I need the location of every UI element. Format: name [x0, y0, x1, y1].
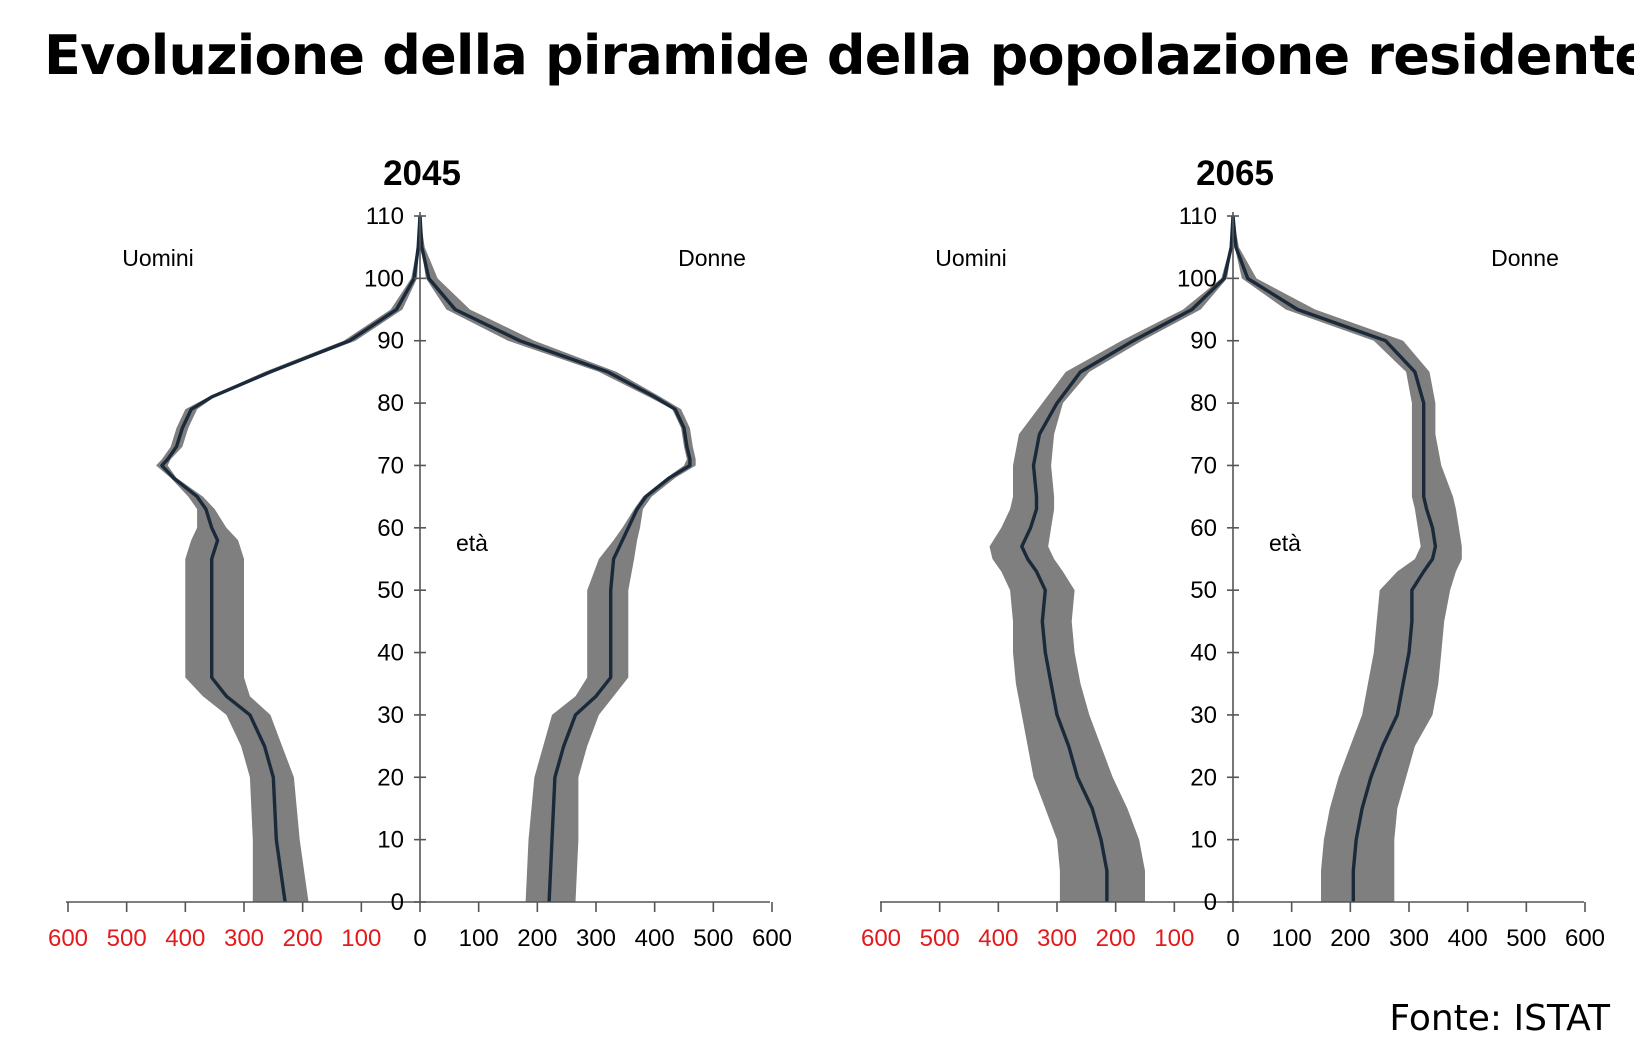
x-tick-label: 600 — [752, 925, 792, 952]
median-line-right — [418, 215, 692, 903]
band-right — [1233, 216, 1462, 902]
median-line-left — [160, 215, 422, 903]
y-tick-label: 0 — [391, 889, 404, 916]
x-tick-label: 200 — [1096, 925, 1136, 952]
x-tick-label: 100 — [341, 925, 381, 952]
x-tick-label: 200 — [1330, 925, 1370, 952]
band-right — [420, 216, 696, 902]
x-tick-label: 300 — [1389, 925, 1429, 952]
y-tick-label: 40 — [377, 640, 404, 667]
y-tick-label: 80 — [377, 390, 404, 417]
x-tick-label: 0 — [1226, 925, 1239, 952]
y-tick-label: 50 — [1190, 577, 1217, 604]
y-tick-label: 110 — [366, 203, 404, 230]
x-tick-label: 300 — [1037, 925, 1077, 952]
y-tick-label: 20 — [377, 764, 404, 791]
y-tick-label: 80 — [1190, 390, 1217, 417]
x-tick-label: 500 — [920, 925, 960, 952]
x-tick-label: 100 — [1272, 925, 1312, 952]
x-tick-label: 600 — [861, 925, 901, 952]
y-tick-label: 70 — [1190, 452, 1217, 479]
y-tick-label: 100 — [1177, 265, 1217, 292]
center-label: età — [456, 530, 488, 556]
x-tick-label: 600 — [48, 925, 88, 952]
y-tick-label: 70 — [377, 452, 404, 479]
median-line-right — [1231, 215, 1438, 902]
y-tick-label: 40 — [1190, 640, 1217, 667]
right-label: Donne — [678, 245, 746, 271]
x-tick-label: 400 — [635, 925, 675, 952]
right-label: Donne — [1491, 245, 1559, 271]
y-tick-label: 0 — [1204, 889, 1217, 916]
y-tick-label: 10 — [377, 827, 404, 854]
y-tick-label: 60 — [377, 515, 404, 542]
x-tick-label: 100 — [1154, 925, 1194, 952]
median-line-left — [1020, 215, 1235, 902]
x-tick-label: 600 — [1565, 925, 1605, 952]
x-tick-label: 200 — [283, 925, 323, 952]
x-tick-label: 300 — [224, 925, 264, 952]
x-tick-label: 200 — [517, 925, 557, 952]
x-tick-label: 0 — [413, 925, 426, 952]
chart-title: 2045 — [383, 154, 461, 193]
y-tick-label: 30 — [1190, 702, 1217, 729]
center-label: età — [1269, 530, 1301, 556]
x-tick-label: 100 — [459, 925, 499, 952]
y-tick-label: 100 — [364, 265, 404, 292]
y-tick-label: 30 — [377, 702, 404, 729]
x-tick-label: 500 — [1506, 925, 1546, 952]
y-tick-label: 50 — [377, 577, 404, 604]
left-label: Uomini — [935, 245, 1007, 271]
band-left — [989, 216, 1233, 902]
y-tick-label: 90 — [377, 328, 404, 355]
x-tick-label: 300 — [576, 925, 616, 952]
y-tick-label: 20 — [1190, 764, 1217, 791]
x-tick-label: 400 — [165, 925, 205, 952]
y-tick-label: 60 — [1190, 515, 1217, 542]
x-tick-label: 400 — [1448, 925, 1488, 952]
chart-title: 2065 — [1196, 154, 1274, 193]
y-tick-label: 110 — [1179, 203, 1217, 230]
band-left — [156, 216, 420, 902]
y-tick-label: 10 — [1190, 827, 1217, 854]
x-tick-label: 400 — [978, 925, 1018, 952]
left-label: Uomini — [122, 245, 194, 271]
page-title: Evoluzione della piramide della popolazi… — [44, 24, 1634, 87]
x-tick-label: 500 — [693, 925, 733, 952]
y-tick-label: 90 — [1190, 328, 1217, 355]
source-label: Fonte: ISTAT — [1389, 998, 1610, 1039]
x-tick-label: 500 — [107, 925, 147, 952]
